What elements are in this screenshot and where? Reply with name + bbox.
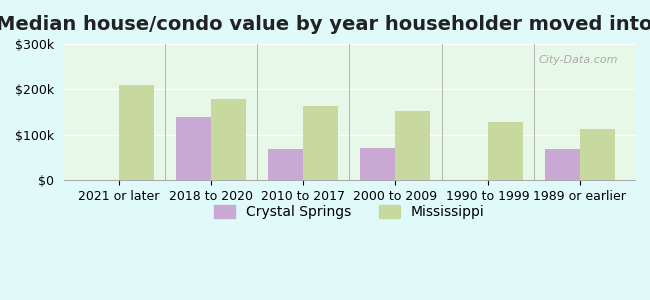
Bar xyxy=(580,129,615,180)
Bar xyxy=(361,148,395,180)
Legend: Crystal Springs, Mississippi: Crystal Springs, Mississippi xyxy=(209,200,490,225)
Bar xyxy=(545,149,580,180)
Bar xyxy=(119,85,154,180)
Text: City-Data.com: City-Data.com xyxy=(538,55,618,65)
Bar xyxy=(304,106,339,180)
Bar xyxy=(268,149,304,180)
Bar xyxy=(395,111,430,180)
Bar xyxy=(211,99,246,180)
Title: Median house/condo value by year householder moved into unit: Median house/condo value by year househo… xyxy=(0,15,650,34)
Bar xyxy=(176,117,211,180)
Bar xyxy=(488,122,523,180)
